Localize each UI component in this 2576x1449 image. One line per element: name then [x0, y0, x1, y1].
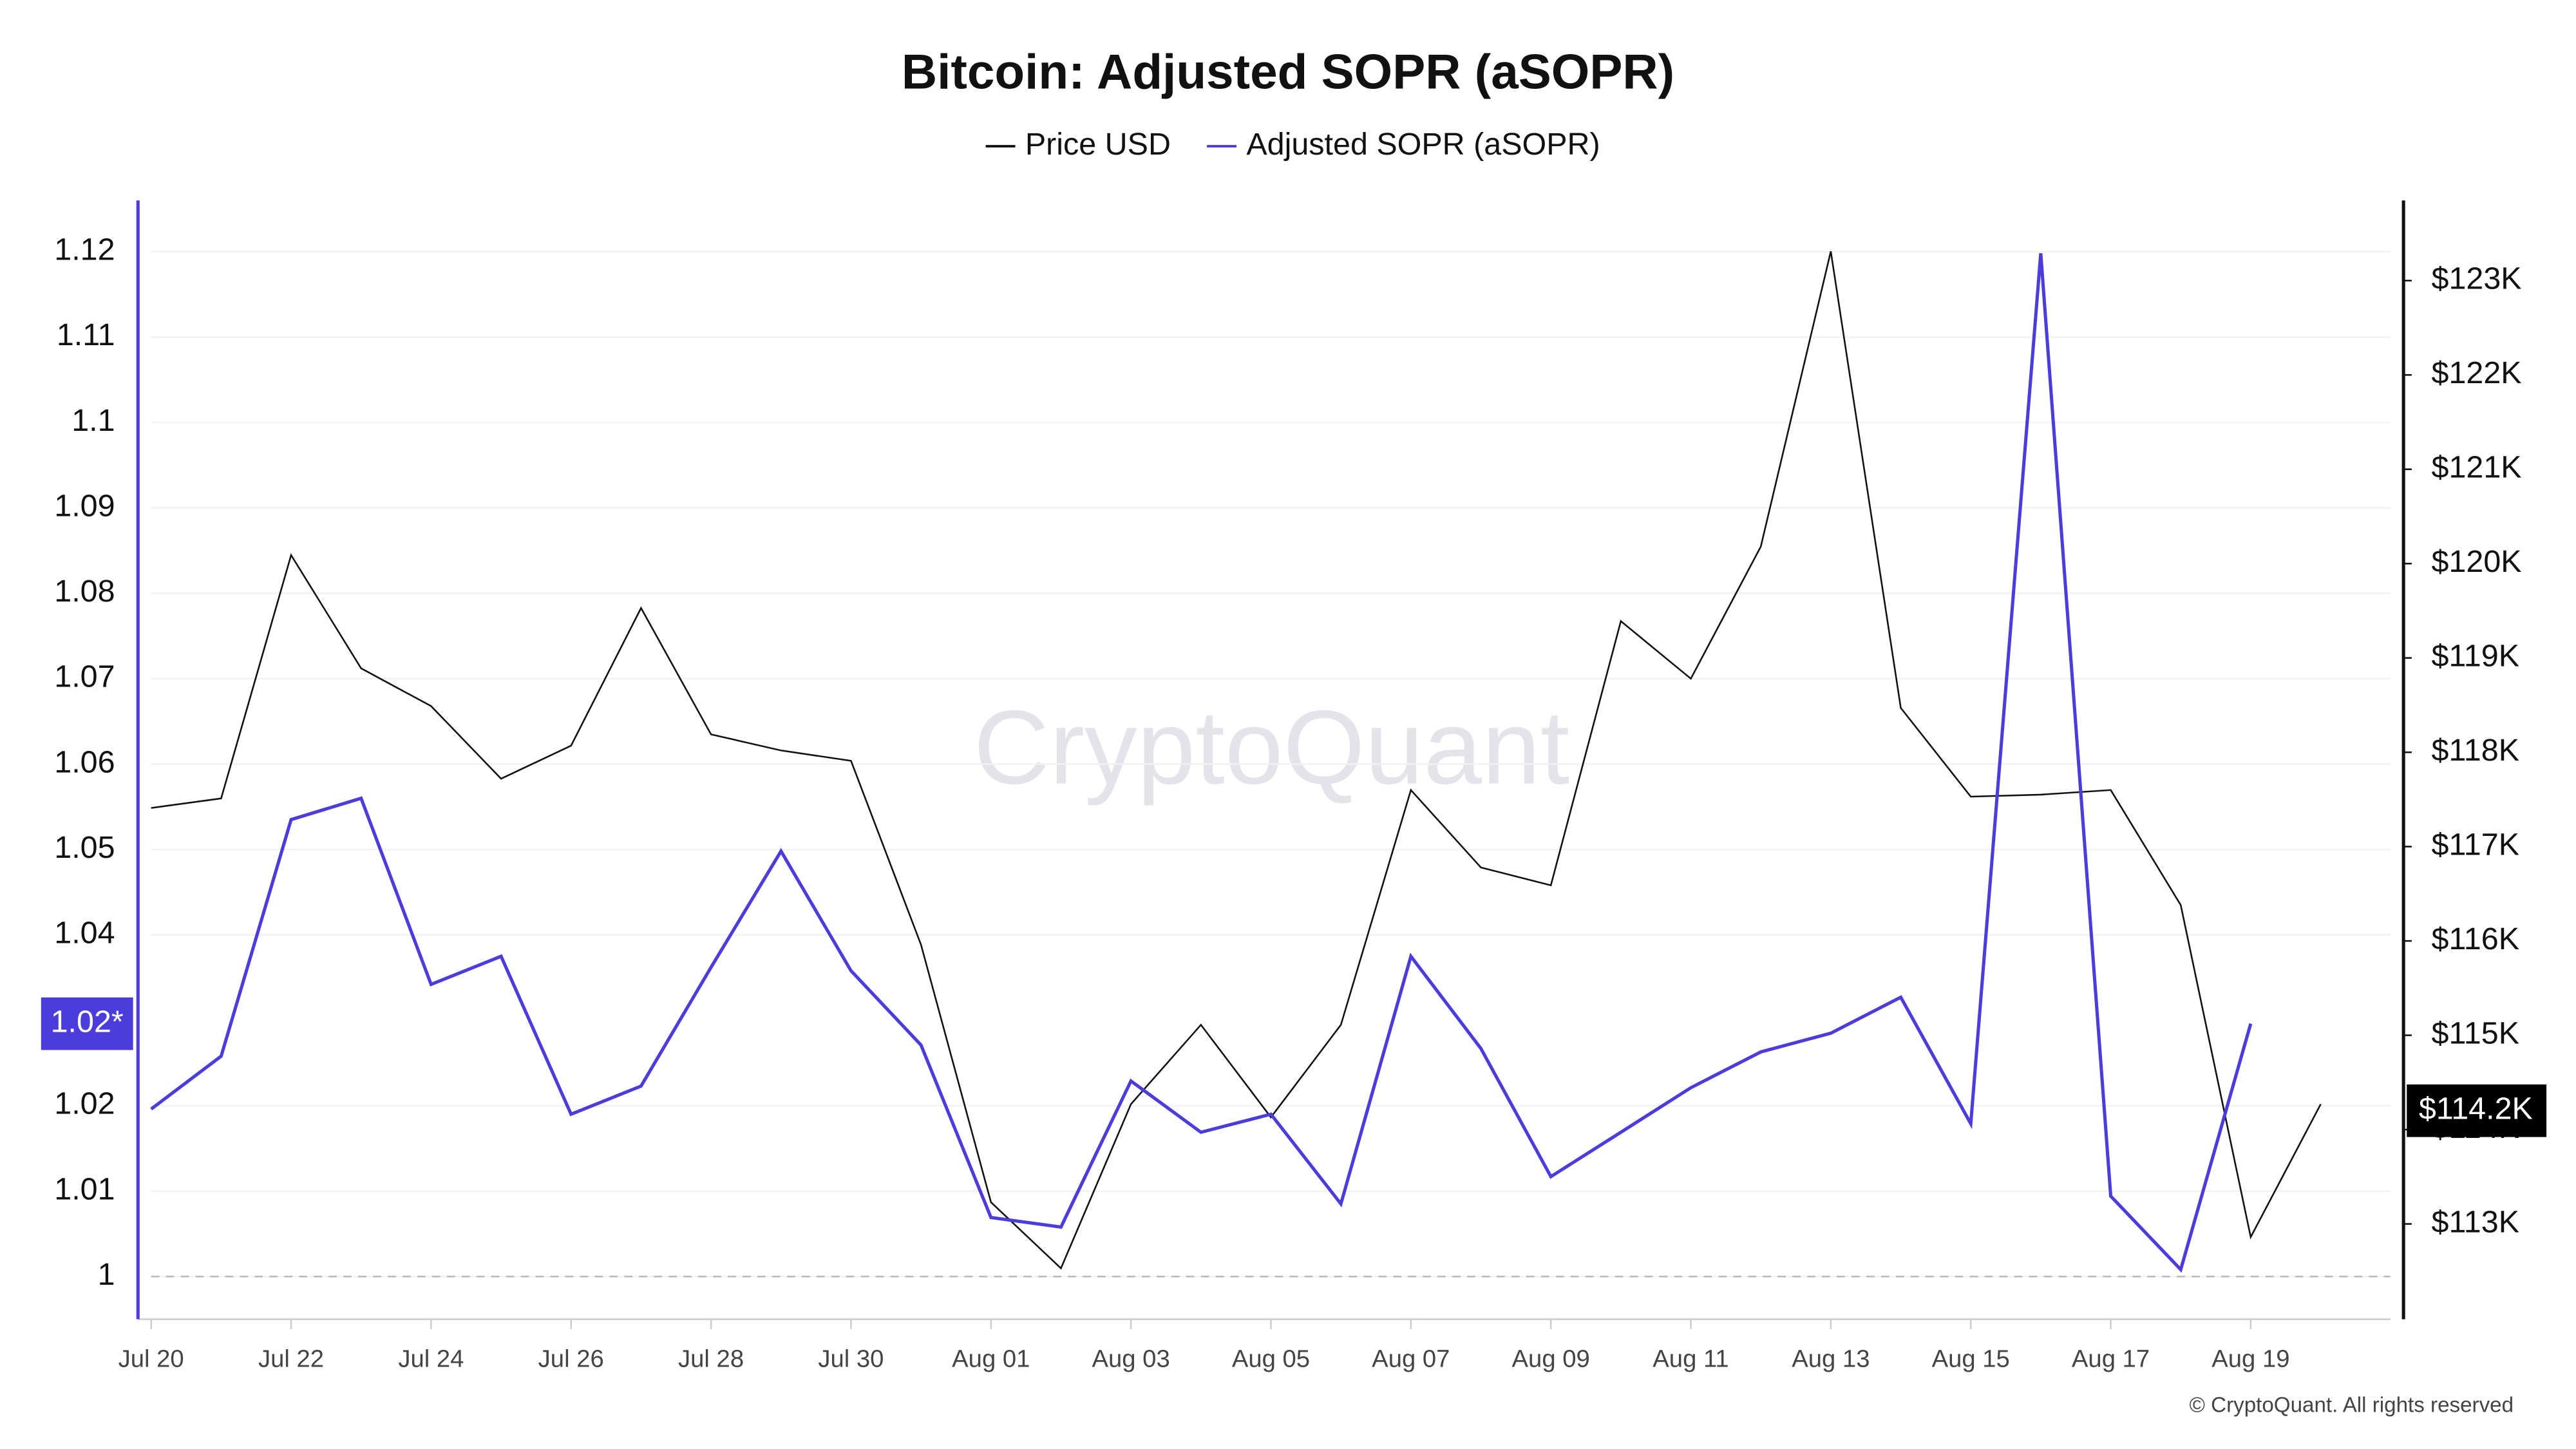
- x-tick-label: Aug 01: [952, 1345, 1030, 1372]
- legend-label: Adjusted SOPR (aSOPR): [1246, 127, 1600, 162]
- series-line: [150, 253, 2253, 1273]
- chart-title: Bitcoin: Adjusted SOPR (aSOPR): [902, 45, 1674, 100]
- y-tick-label: 1.05: [54, 830, 115, 865]
- current-value-label: $114.2K: [2419, 1092, 2533, 1126]
- y2-tick-label: $119K: [2432, 638, 2520, 673]
- y-tick-label: 1.07: [54, 659, 115, 694]
- y-tick-label: 1.08: [54, 574, 115, 609]
- x-tick-label: Jul 26: [538, 1345, 604, 1372]
- x-tick-label: Aug 09: [1512, 1345, 1590, 1372]
- x-tick-label: Jul 24: [398, 1345, 464, 1372]
- y2-tick-label: $117K: [2432, 827, 2520, 862]
- y2-tick-label: $116K: [2432, 922, 2520, 956]
- x-tick-label: Jul 22: [258, 1345, 324, 1372]
- x-tick-label: Aug 13: [1792, 1345, 1870, 1372]
- y2-tick-label: $121K: [2432, 450, 2522, 484]
- x-tick-label: Aug 03: [1092, 1345, 1170, 1372]
- y-tick-label: 1.1: [71, 403, 115, 438]
- x-tick-label: Aug 15: [1932, 1345, 2010, 1372]
- x-tick-label: Jul 30: [818, 1345, 884, 1372]
- x-tick-label: Jul 20: [118, 1345, 184, 1372]
- y2-tick-label: $115K: [2432, 1016, 2520, 1050]
- y2-tick-label: $123K: [2432, 261, 2522, 296]
- y-tick-label: 1.01: [54, 1171, 115, 1206]
- y2-tick-label: $122K: [2432, 355, 2522, 390]
- y-tick-label: 1.02: [54, 1086, 115, 1121]
- x-tick-label: Aug 11: [1653, 1345, 1728, 1372]
- x-tick-label: Aug 05: [1232, 1345, 1310, 1372]
- y2-tick-label: $118K: [2432, 733, 2520, 768]
- x-tick-label: Aug 07: [1372, 1345, 1450, 1372]
- y2-tick-label: $113K: [2432, 1204, 2520, 1239]
- legend-label: Price USD: [1025, 127, 1171, 162]
- y-tick-label: 1.12: [54, 232, 115, 267]
- footer: © CryptoQuant. All rights reserved: [2189, 1393, 2514, 1417]
- y-tick-label: 1.11: [57, 317, 115, 352]
- x-tick-label: Aug 17: [2072, 1345, 2150, 1372]
- y-tick-label: 1: [98, 1257, 115, 1292]
- x-tick-label: Aug 19: [2211, 1345, 2289, 1372]
- watermark: CryptoQuant: [974, 688, 1570, 806]
- series-line: [151, 251, 2322, 1270]
- x-tick-label: Jul 28: [678, 1345, 744, 1372]
- y-tick-label: 1.04: [54, 916, 115, 951]
- current-value-label: 1.02*: [51, 1004, 124, 1039]
- y-tick-label: 1.09: [54, 488, 115, 523]
- current-value-badge: [2407, 1084, 2547, 1137]
- y2-tick-label: $120K: [2432, 544, 2522, 579]
- current-value-badge: [41, 997, 133, 1050]
- y-tick-label: 1.06: [54, 744, 115, 779]
